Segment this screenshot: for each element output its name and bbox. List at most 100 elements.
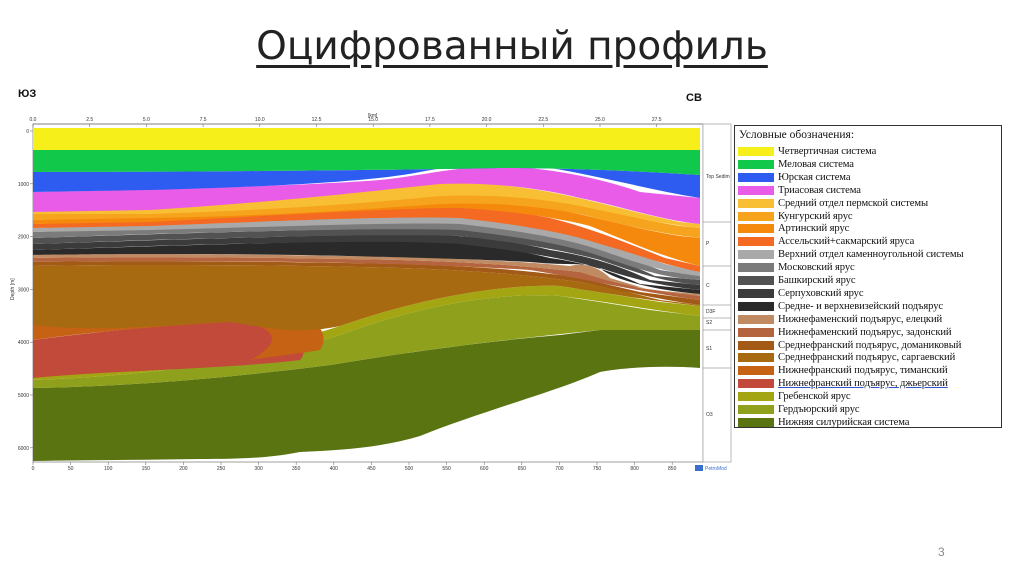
legend-item: Нижнефранский подъярус, тиманский	[738, 365, 948, 376]
legend-swatch	[738, 198, 774, 208]
legend-swatch	[738, 405, 774, 414]
side-label: O3	[706, 412, 713, 418]
layer-zadonsky	[33, 257, 700, 300]
legend-swatch	[738, 353, 774, 363]
legend-item: Нижнефаменский подъярус, елецкий	[738, 314, 942, 325]
legend-item: Ассельский+сакмарский яруса	[738, 236, 914, 247]
legend-item: Нижнефранский подъярус, джьерский	[738, 378, 948, 389]
legend-label: Юрская система	[778, 171, 851, 183]
legend-item: Башкирский ярус	[738, 275, 856, 286]
depth-tick-label: 0	[26, 129, 29, 135]
bottom-tick-label: 450	[367, 466, 376, 472]
layer-kungur	[33, 188, 700, 238]
side-label: C	[706, 283, 710, 289]
legend-swatch	[738, 147, 774, 156]
depth-tick-label: 4000	[18, 340, 29, 346]
legend-label: Средне- и верхневизейский подъярус	[778, 300, 944, 312]
layer-middle-permian	[33, 182, 700, 228]
layer-moskovsky	[33, 220, 700, 280]
legend-label: Московский ярус	[778, 262, 855, 274]
legend-item: Средний отдел пермской системы	[738, 198, 928, 209]
legend-swatch	[738, 366, 774, 376]
side-label: S1	[706, 346, 712, 352]
layer-domanik	[33, 261, 700, 305]
legend-swatch	[738, 327, 774, 337]
top-tick-label: 10.0	[255, 117, 265, 123]
layer-vize	[33, 240, 700, 294]
top-axis-unit: [km]	[368, 113, 378, 119]
legend-label: Четвертичная система	[778, 146, 877, 157]
bottom-tick-label: 500	[405, 466, 414, 472]
layer-dzhyer	[33, 320, 304, 378]
legend-item: Среднефранский подъярус, саргаевский	[738, 352, 955, 363]
legend-label: Серпуховский ярус	[778, 287, 864, 299]
top-tick-label: 5.0	[143, 117, 150, 123]
stratigraphy-column	[702, 123, 732, 463]
bottom-tick-label: 400	[330, 466, 339, 472]
legend-swatch	[738, 417, 774, 427]
bottom-tick-label: 50	[68, 466, 74, 472]
legend-item: Нижнефаменский подъярус, задонский	[738, 327, 952, 338]
legend-label: Ассельский+сакмарский яруса	[778, 236, 915, 248]
legend-swatch	[738, 379, 774, 389]
bottom-axis-ticks: 0 50 100 150 200 250 300 350 400 450 500 550 600 650 7…	[32, 462, 677, 472]
direction-label-southwest: ЮЗ	[18, 88, 37, 100]
bottom-tick-label: 700	[555, 466, 564, 472]
legend-label: Нижнефаменский подъярус, елецкий	[778, 313, 943, 325]
top-tick-label: 20.0	[482, 117, 492, 123]
depth-tick-label: 3000	[18, 287, 29, 293]
bottom-tick-label: 150	[142, 466, 151, 472]
layer-cretaceous	[33, 150, 700, 175]
legend-label: Гребенской ярус	[778, 391, 851, 403]
legend-label: Верхний отдел каменноугольной системы	[778, 249, 964, 261]
top-tick-label: 12.5	[312, 117, 322, 123]
legend-item: Средне- и верхневизейский подъярус	[738, 301, 943, 312]
bottom-tick-label: 550	[442, 466, 451, 472]
legend-item: Кунгурский ярус	[738, 211, 853, 222]
legend-label: Кунгурский ярус	[778, 210, 853, 222]
bottom-tick-label: 750	[593, 466, 602, 472]
top-tick-label: 2.5	[86, 117, 93, 123]
top-tick-label: 15.0	[368, 117, 378, 123]
legend-item: Юрская система	[738, 171, 851, 183]
svg-text:PetroMod: PetroMod	[705, 466, 727, 472]
legend: Условные обозначения: Четвертичная систе…	[734, 125, 1002, 428]
top-tick-label: 22.5	[538, 117, 548, 123]
legend-swatch	[738, 211, 774, 221]
legend-swatch	[738, 224, 774, 234]
bottom-tick-label: 350	[292, 466, 301, 472]
legend-label: Нижняя силурийская система	[778, 416, 910, 428]
legend-label: Нижнефаменский подъярус, задонский	[778, 326, 952, 338]
legend-item: Серпуховский ярус	[738, 287, 864, 299]
legend-swatch	[738, 172, 774, 182]
top-axis-ticks: 0.0 2.5 5.0 7.5 10.0 12.5 15.0 17.5 20.0 22.5 25.0…	[30, 117, 662, 127]
legend-label: Артинский ярус	[778, 223, 850, 235]
legend-label: Средний отдел пермской системы	[778, 197, 929, 209]
depth-tick-label: 5000	[18, 393, 29, 399]
bottom-tick-label: 250	[217, 466, 226, 472]
legend-swatch	[738, 288, 774, 298]
legend-swatch	[738, 392, 774, 402]
bottom-tick-label: 100	[104, 466, 113, 472]
layer-quaternary	[33, 128, 700, 150]
legend-item: Триасовая система	[738, 185, 861, 196]
side-label: P	[706, 241, 710, 247]
legend-item: Четвертичная система	[738, 146, 876, 157]
stratigraphy-side-labels: Top Sedim P C D3F S2 S1 O3	[703, 174, 731, 418]
bottom-tick-label: 650	[518, 466, 527, 472]
top-tick-label: 0.0	[30, 117, 37, 123]
legend-item: Верхний отдел каменноугольной системы	[738, 249, 964, 261]
top-tick-label: 27.5	[652, 117, 662, 123]
legend-label: Триасовая система	[778, 184, 861, 196]
legend-swatch	[738, 237, 774, 247]
layer-assel-sakmar	[33, 204, 700, 272]
page-number: 3	[938, 545, 945, 559]
bottom-tick-label: 300	[254, 466, 263, 472]
legend-label: Меловая система	[778, 158, 854, 170]
layer-gerdyur	[33, 295, 700, 388]
petromod-watermark: PetroMod	[695, 465, 727, 472]
bottom-tick-label: 200	[179, 466, 188, 472]
bottom-tick-label: 800	[630, 466, 639, 472]
direction-label-northeast: СВ	[686, 92, 702, 104]
